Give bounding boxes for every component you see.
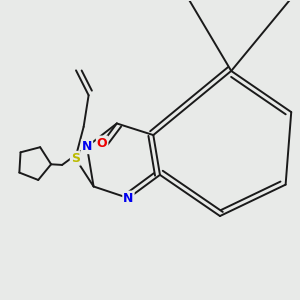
Text: N: N [82, 140, 92, 153]
Text: N: N [123, 192, 134, 205]
Text: S: S [71, 152, 80, 165]
Text: O: O [97, 136, 107, 149]
